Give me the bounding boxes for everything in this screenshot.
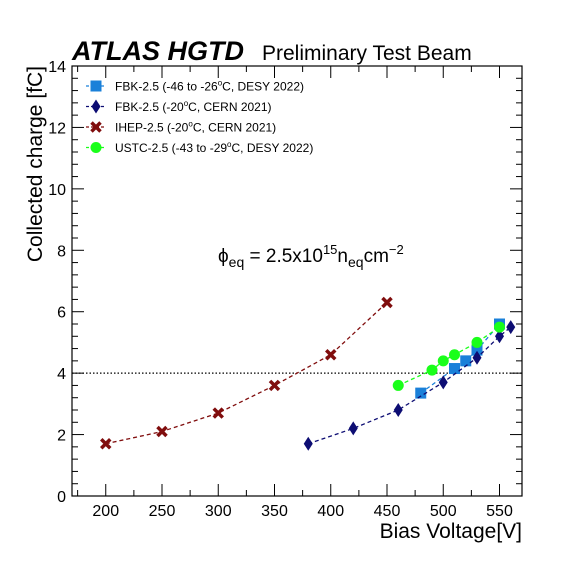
data-point	[471, 336, 483, 348]
fluence-annotation: ϕeq = 2.5x1015neqcm−2	[218, 242, 404, 270]
x-tick-label: 250	[149, 503, 176, 520]
y-tick-label: 12	[48, 120, 66, 137]
x-tick-label: 300	[205, 503, 232, 520]
data-point	[325, 348, 337, 361]
legend-marker	[91, 99, 101, 114]
series-1	[415, 318, 505, 399]
series-line	[397, 326, 500, 387]
title-preliminary: Preliminary Test Beam	[262, 42, 472, 65]
data-point	[381, 296, 393, 309]
data-point	[348, 421, 358, 436]
legend-entry-4: USTC-2.5 (-43 to -29oC, DESY 2022)	[86, 140, 313, 155]
legend-label-part: FBK-2.5 (-20	[115, 100, 184, 114]
data-point	[449, 363, 460, 375]
annot-phi: ϕ	[218, 246, 229, 267]
y-tick-label: 10	[48, 182, 66, 199]
series-4	[392, 321, 505, 391]
data-point	[426, 364, 438, 376]
series-3	[100, 296, 393, 450]
legend-label: FBK-2.5 (-46 to -26oC, DESY 2022)	[115, 79, 304, 94]
y-tick-label: 6	[57, 305, 66, 322]
y-tick-label: 14	[48, 59, 66, 76]
legend-label-part: IHEP-2.5 (-20	[115, 121, 189, 135]
legend-label-part: C, DESY 2022)	[232, 141, 314, 155]
data-point	[268, 379, 281, 392]
series-2	[303, 320, 516, 451]
annot-sub1: eq	[229, 254, 245, 270]
legend: FBK-2.5 (-46 to -26oC, DESY 2022)FBK-2.5…	[86, 79, 313, 155]
data-point	[303, 436, 313, 451]
y-tick-label: 2	[57, 428, 66, 445]
data-point	[449, 349, 460, 361]
data-point	[100, 438, 112, 450]
data-point	[415, 387, 427, 399]
legend-label: IHEP-2.5 (-20oC, CERN 2021)	[115, 120, 276, 135]
x-tick-label: 400	[317, 503, 344, 520]
annot-sub2: eq	[348, 254, 364, 270]
y-axis-label: Collected charge [fC]	[24, 66, 47, 262]
legend-label: FBK-2.5 (-20oC, CERN 2021)	[115, 99, 272, 114]
data-point	[506, 320, 516, 335]
series-layer	[100, 296, 516, 451]
axis-ticks: 200 250 300 350 400 450 500 550 0 2 4 6 8 10 12 14	[48, 59, 522, 520]
y-tick-label: 0	[57, 489, 66, 506]
legend-label: USTC-2.5 (-43 to -29oC, DESY 2022)	[115, 140, 313, 155]
legend-label-part: USTC-2.5 (-43 to -29	[115, 141, 227, 155]
data-point	[392, 379, 404, 391]
legend-entry-1: FBK-2.5 (-46 to -26oC, DESY 2022)	[86, 79, 304, 94]
x-tick-label: 200	[92, 503, 119, 520]
legend-degree: o	[218, 79, 223, 88]
data-point	[156, 425, 168, 438]
legend-entry-2: FBK-2.5 (-20oC, CERN 2021)	[86, 99, 272, 114]
data-point	[437, 355, 449, 367]
data-point	[494, 321, 505, 333]
annot-sup2: −2	[389, 242, 404, 257]
legend-degree: o	[188, 120, 193, 129]
annot-mid: = 2.5x10	[244, 246, 323, 267]
legend-degree: o	[184, 99, 189, 108]
plot-frame	[71, 65, 523, 497]
x-tick-label: 350	[261, 503, 288, 520]
legend-degree: o	[227, 140, 232, 149]
data-point	[212, 407, 224, 419]
data-point	[460, 355, 472, 367]
data-point	[471, 344, 483, 356]
legend-label-part: C, CERN 2021)	[188, 100, 271, 114]
annot-n: n	[337, 246, 348, 267]
x-tick-label: 550	[486, 503, 513, 520]
y-tick-label: 4	[57, 366, 66, 383]
data-point	[438, 375, 448, 390]
y-tick-label: 8	[57, 243, 66, 260]
legend-entry-3: IHEP-2.5 (-20oC, CERN 2021)	[86, 120, 276, 135]
series-line	[420, 323, 500, 394]
x-tick-label: 500	[430, 503, 457, 520]
legend-label-part: FBK-2.5 (-46 to -26	[115, 80, 218, 94]
legend-marker	[90, 80, 102, 92]
title-atlas-hgtd: ATLAS HGTD	[71, 36, 244, 66]
series-line	[105, 302, 388, 445]
legend-label-part: C, CERN 2021)	[193, 121, 276, 135]
data-point	[472, 350, 482, 365]
chart-title: ATLAS HGTD Preliminary Test Beam	[71, 36, 472, 66]
data-point	[393, 403, 403, 417]
x-tick-label: 450	[374, 503, 401, 520]
legend-label-part: C, DESY 2022)	[222, 80, 304, 94]
legend-marker	[90, 121, 102, 133]
annot-unit: cm	[364, 246, 389, 267]
x-axis-label: Bias Voltage[V]	[380, 520, 522, 543]
data-point	[495, 329, 504, 344]
legend-marker	[90, 142, 102, 153]
annot-sup1: 15	[323, 242, 337, 257]
